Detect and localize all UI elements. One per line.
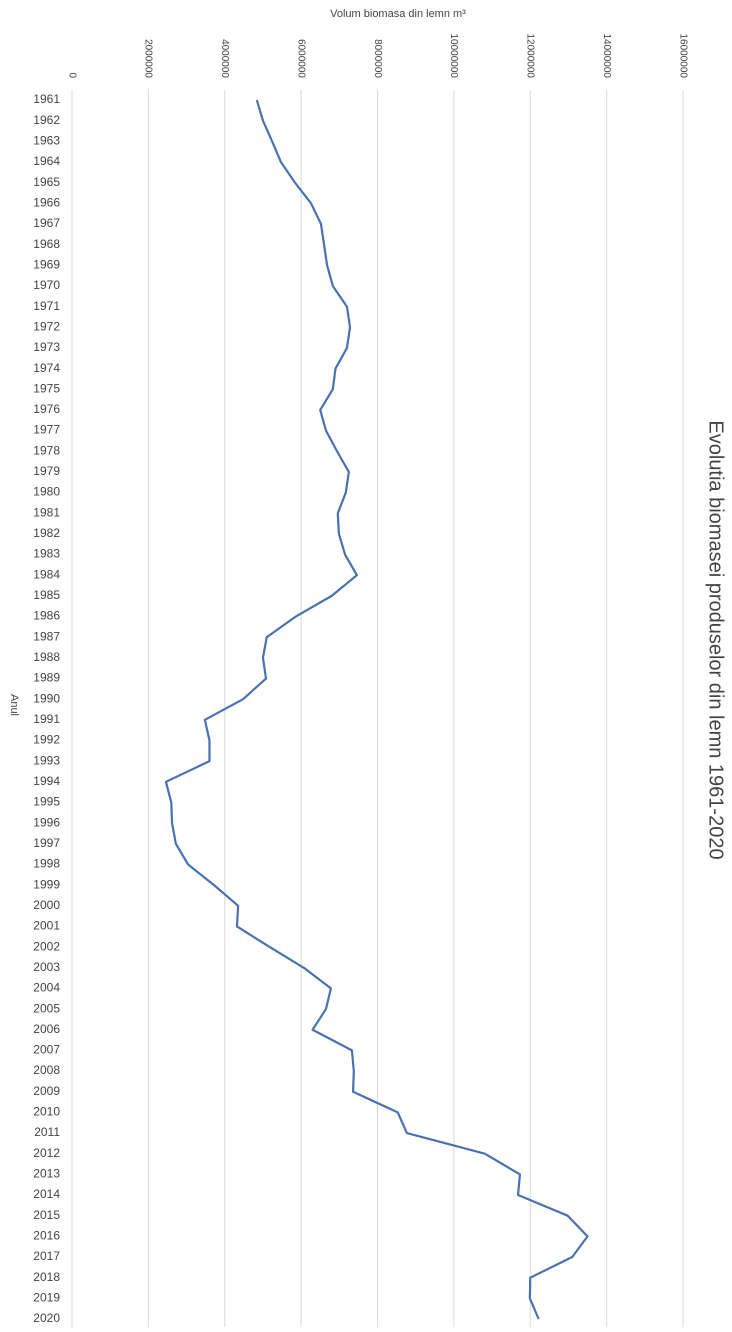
y-tick-label: 1964: [33, 154, 60, 168]
y-tick-label: 2020: [33, 1311, 60, 1325]
y-tick-label: 2009: [33, 1084, 60, 1098]
y-tick-label: 1971: [33, 299, 60, 313]
y-tick-label: 1970: [33, 278, 60, 292]
y-tick-label: 1983: [33, 547, 60, 561]
y-tick-label: 1977: [33, 423, 60, 437]
y-tick-label: 2015: [33, 1208, 60, 1222]
y-tick-label: 1992: [33, 733, 60, 747]
y-tick-label: 1994: [33, 774, 60, 788]
y-tick-label: 1972: [33, 319, 60, 333]
x-tick-label: 0: [66, 72, 77, 78]
y-tick-label: 1965: [33, 175, 60, 189]
y-tick-label: 2013: [33, 1167, 60, 1181]
y-tick-label: 1998: [33, 857, 60, 871]
y-tick-label: 1996: [33, 815, 60, 829]
y-tick-label: 1962: [33, 113, 60, 127]
data-line: [164, 99, 589, 1320]
x-tick-label: 4000000: [219, 39, 230, 78]
y-tick-label: 1978: [33, 443, 60, 457]
y-tick-label: 2004: [33, 981, 60, 995]
y-tick-label: 1974: [33, 361, 60, 375]
y-tick-label: 1968: [33, 237, 60, 251]
y-tick-label: 2019: [33, 1291, 60, 1305]
y-tick-label: 2018: [33, 1270, 60, 1284]
y-tick-label: 1985: [33, 588, 60, 602]
y-tick-label: 1988: [33, 650, 60, 664]
x-tick-label: 16000000: [677, 34, 688, 79]
y-tick-label: 1966: [33, 195, 60, 209]
x-tick-label: 2000000: [143, 39, 154, 78]
y-tick-label: 1961: [33, 92, 60, 106]
y-tick-label: 2006: [33, 1022, 60, 1036]
y-tick-label: 1963: [33, 133, 60, 147]
y-tick-label: 1989: [33, 671, 60, 685]
y-tick-label: 1995: [33, 795, 60, 809]
y-tick-label: 2016: [33, 1229, 60, 1243]
y-tick-label: 1986: [33, 609, 60, 623]
y-tick-label: 2001: [33, 919, 60, 933]
y-tick-label: 1997: [33, 836, 60, 850]
y-tick-label: 1990: [33, 691, 60, 705]
y-tick-label: 2007: [33, 1043, 60, 1057]
y-tick-label: 2011: [34, 1125, 60, 1139]
x-tick-label: 12000000: [525, 34, 536, 79]
y-tick-label: 1987: [33, 629, 60, 643]
y-tick-label: 2012: [33, 1146, 60, 1160]
y-tick-label: 1979: [33, 464, 60, 478]
x-tick-label: 14000000: [601, 34, 612, 79]
y-tick-label: 1999: [33, 877, 60, 891]
y-tick-label: 1991: [33, 712, 60, 726]
y-tick-label: 2008: [33, 1063, 60, 1077]
y-tick-label: 1976: [33, 402, 60, 416]
y-axis-label: Anul: [8, 694, 20, 716]
x-tick-label: 10000000: [448, 34, 459, 79]
x-axis-label: Volum biomasa din lemn m³: [330, 8, 466, 20]
y-tick-label: 1975: [33, 381, 60, 395]
y-tick-label: 1973: [33, 340, 60, 354]
y-tick-label: 2003: [33, 960, 60, 974]
x-tick-label: 8000000: [372, 39, 383, 78]
y-tick-label: 1993: [33, 753, 60, 767]
y-tick-label: 1982: [33, 526, 60, 540]
y-tick-label: 2014: [33, 1187, 60, 1201]
y-tick-label: 2000: [33, 898, 60, 912]
y-tick-label: 2017: [33, 1249, 60, 1263]
y-tick-label: 2005: [33, 1001, 60, 1015]
y-tick-label: 1969: [33, 257, 60, 271]
y-tick-label: 1967: [33, 216, 60, 230]
y-tick-label: 2002: [33, 939, 60, 953]
y-tick-label: 2010: [33, 1105, 60, 1119]
y-tick-label: 1980: [33, 485, 60, 499]
y-tick-label: 1981: [33, 505, 60, 519]
x-tick-label: 6000000: [295, 39, 306, 78]
chart-title: Evolutia biomasei produselor din lemn 19…: [705, 420, 727, 859]
y-tick-label: 1984: [33, 567, 60, 581]
